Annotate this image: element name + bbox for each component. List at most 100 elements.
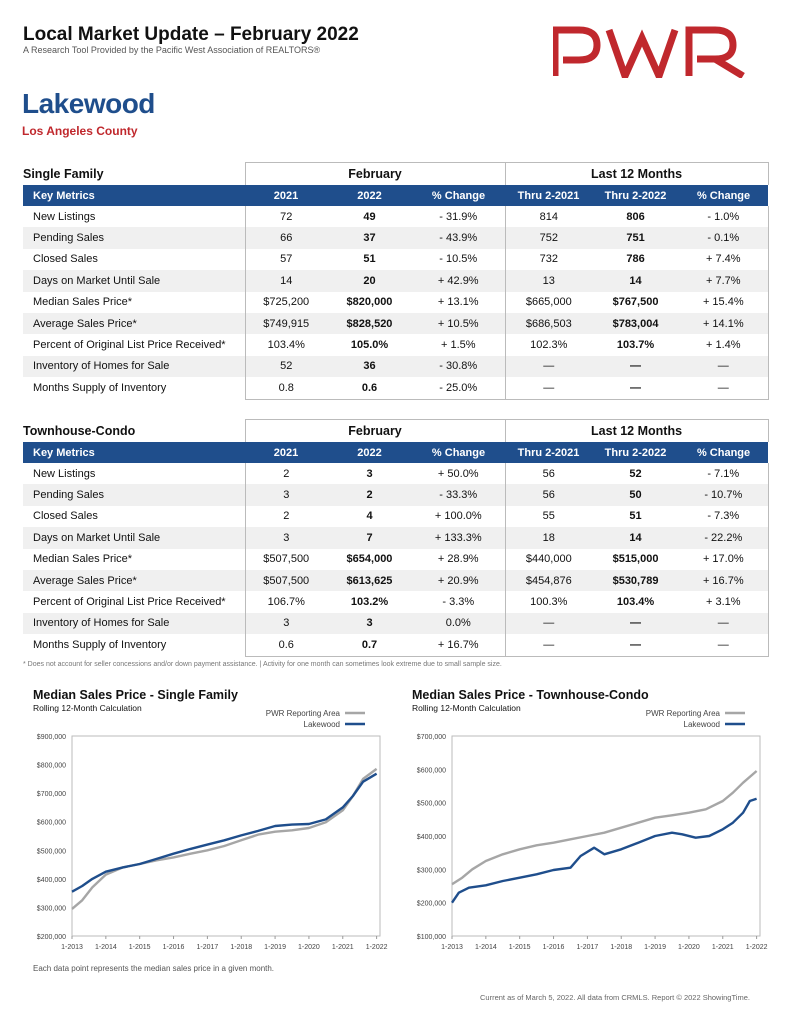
- table-row: Percent of Original List Price Received*…: [23, 334, 769, 356]
- metric-value: 0.0%: [412, 612, 506, 635]
- metric-value: $828,520: [327, 312, 412, 335]
- table-row: Average Sales Price* $507,500 $613,625 + 20…: [23, 569, 769, 592]
- group-february: February: [244, 419, 506, 442]
- metric-value: 51: [363, 253, 376, 266]
- metric-value: $665,000: [504, 291, 593, 313]
- table-row: New Listings 2 3 + 50.0% 56 52 - 7.1%: [23, 463, 769, 485]
- metric-label: Inventory of Homes for Sale: [23, 355, 245, 378]
- page-subtitle: A Research Tool Provided by the Pacific …: [23, 45, 321, 55]
- metric-value: 18: [504, 527, 593, 549]
- y-tick-label: $100,000: [417, 934, 446, 941]
- metric-value: + 7.4%: [679, 248, 769, 271]
- metric-value: + 1.5%: [440, 339, 476, 352]
- metric-value: 103.4%: [616, 596, 655, 609]
- metric-value: $530,789: [592, 569, 680, 592]
- metric-value: —: [592, 612, 680, 635]
- townhouse-condo-price-chart: $100,000 $200,000 $300,000 $400,000 $500,000…: [417, 709, 768, 951]
- metric-value: —: [504, 634, 593, 657]
- table-row: Closed Sales 2 4 + 100.0% 55 51 - 7.3%: [23, 505, 769, 528]
- chart-title: Median Sales Price - Townhouse-Condo: [412, 688, 649, 702]
- table-name: Single Family: [23, 166, 104, 181]
- col-header: Key Metrics: [23, 185, 245, 206]
- metric-value: 751: [592, 227, 680, 249]
- col-header: 2021: [245, 185, 327, 206]
- x-tick-label: 1-2019: [644, 944, 666, 951]
- metric-value: 3: [244, 612, 327, 635]
- metric-value: 3: [327, 612, 412, 635]
- x-tick-label: 1-2013: [441, 944, 463, 951]
- y-tick-label: $400,000: [37, 877, 66, 884]
- metric-value: - 30.8%: [412, 355, 506, 378]
- single-family-price-chart: $200,000 $300,000 $400,000 $500,000 $600,000…: [37, 709, 388, 951]
- metric-value: —: [679, 355, 769, 378]
- metric-value: $515,000: [612, 553, 659, 566]
- metric-value: + 50.0%: [437, 467, 479, 480]
- metric-value: + 15.4%: [679, 291, 769, 313]
- x-tick-label: 1-2022: [746, 944, 768, 951]
- metric-label: Inventory of Homes for Sale: [23, 612, 245, 635]
- col-header: Thru 2-2021: [505, 442, 593, 463]
- y-tick-label: $200,000: [417, 901, 446, 908]
- table-row: Pending Sales 3 2- 33.3% 56 50- 10.7%: [23, 484, 769, 506]
- metric-value: 103.2%: [350, 596, 389, 609]
- metric-label: Median Sales Price*: [33, 553, 133, 566]
- col-header: 2022: [327, 185, 412, 206]
- x-tick-label: 1-2015: [129, 944, 151, 951]
- metric-label: Median Sales Price*: [33, 296, 133, 309]
- metric-value: —: [504, 377, 593, 400]
- metric-label: Percent of Original List Price Received*: [33, 339, 226, 352]
- legend-label: PWR Reporting Area: [266, 709, 341, 718]
- x-tick-label: 1-2022: [366, 944, 388, 951]
- pwr-logo: [553, 26, 745, 78]
- metric-value: - 25.0%: [412, 377, 506, 400]
- col-header: 2022: [327, 442, 412, 463]
- y-tick-label: $600,000: [417, 767, 446, 774]
- metric-value: $725,200: [244, 291, 327, 313]
- metric-value: - 7.3%: [679, 505, 769, 528]
- credit-line: Current as of March 5, 2022. All data fr…: [480, 993, 750, 1002]
- metric-value: + 1.4%: [679, 334, 769, 356]
- metric-value: 49: [363, 210, 376, 223]
- table-row: Days on Market Until Sale 3 7 + 133.3% 18 14-…: [23, 527, 769, 549]
- group-last-12-months: Last 12 Months: [504, 162, 769, 185]
- metric-value: + 133.3%: [412, 527, 506, 549]
- metric-value: 51: [629, 510, 642, 523]
- x-tick-label: 1-2019: [264, 944, 286, 951]
- metric-value: 56: [504, 463, 593, 485]
- metric-value: - 43.9%: [412, 227, 506, 249]
- y-tick-label: $400,000: [417, 834, 446, 841]
- metric-value: $507,500: [244, 548, 327, 570]
- metric-value: - 1.0%: [679, 206, 769, 228]
- x-tick-label: 1-2021: [332, 944, 354, 951]
- metric-value: 7: [327, 527, 412, 549]
- single-family-table: Single Family February Last 12 Months Ke…: [23, 162, 769, 400]
- area-name: Lakewood: [22, 88, 155, 119]
- series-line-pwr-reporting-area: [451, 770, 758, 886]
- metric-value: —: [592, 377, 680, 400]
- metric-value: $654,000: [346, 553, 393, 566]
- metric-value: 20: [327, 270, 412, 292]
- x-tick-label: 1-2018: [610, 944, 632, 951]
- metric-label: Closed Sales: [33, 253, 98, 266]
- metric-value: 786: [626, 253, 645, 266]
- metric-value: 13: [504, 270, 593, 292]
- metric-value: 105.0%: [350, 339, 389, 352]
- x-tick-label: 1-2020: [298, 944, 320, 951]
- metric-label: Average Sales Price*: [23, 569, 245, 592]
- metric-value: 57: [244, 248, 327, 271]
- x-tick-label: 1-2016: [163, 944, 185, 951]
- metric-value: —: [592, 355, 680, 378]
- metric-value: —: [504, 355, 593, 378]
- table-row: Months Supply of Inventory 0.6 0.7 + 16.7% —…: [23, 634, 769, 657]
- metric-value: 0.6: [327, 377, 412, 400]
- metric-value: $507,500: [244, 569, 327, 592]
- y-tick-label: $200,000: [37, 934, 66, 941]
- metric-value: 52: [244, 355, 327, 378]
- metric-label: Months Supply of Inventory: [33, 382, 167, 395]
- metric-value: 52: [629, 467, 642, 480]
- table-row: Days on Market Until Sale 14 20 + 42.9% 13 14…: [23, 270, 769, 292]
- x-tick-label: 1-2014: [475, 944, 497, 951]
- col-header: % Change: [679, 185, 769, 206]
- y-tick-label: $300,000: [417, 867, 446, 874]
- metric-value: $613,625: [327, 569, 412, 592]
